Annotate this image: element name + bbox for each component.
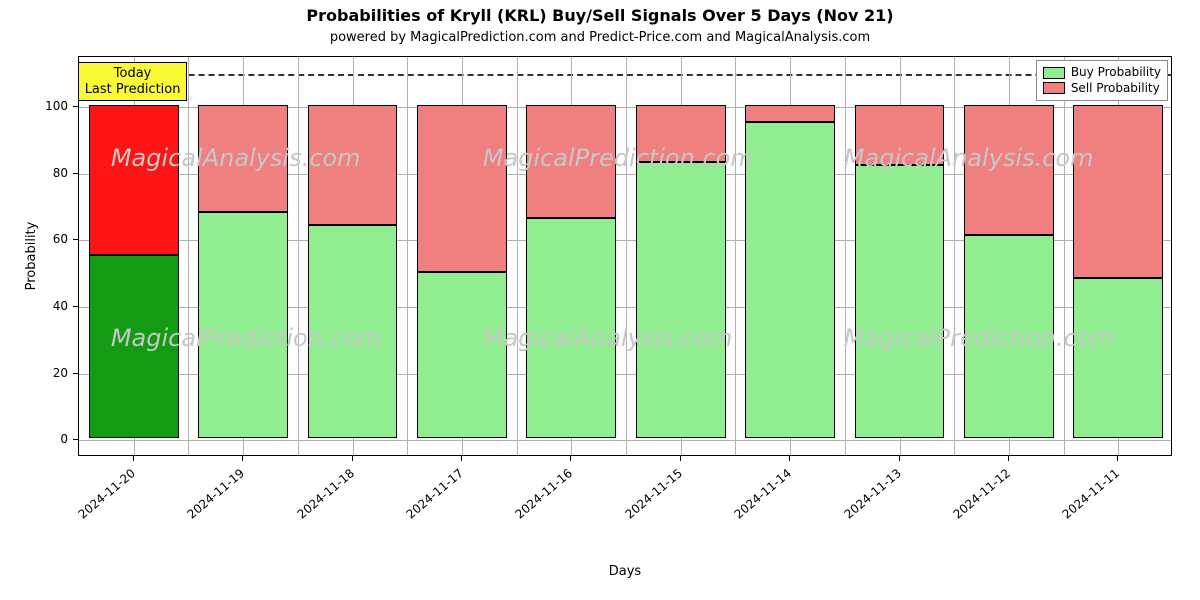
legend-swatch-sell [1043, 82, 1065, 94]
y-tick-label: 100 [0, 99, 68, 113]
x-tick-mark [680, 456, 681, 461]
y-tick-mark [73, 173, 78, 174]
grid-line [298, 57, 299, 455]
x-tick-mark [242, 456, 243, 461]
bar-group [855, 55, 945, 455]
x-tick-label: 2024-11-13 [841, 466, 903, 522]
bar-group [964, 55, 1054, 455]
x-tick-mark [789, 456, 790, 461]
bar-group [636, 55, 726, 455]
chart-subtitle: powered by MagicalPrediction.com and Pre… [0, 30, 1200, 45]
buy-bar [417, 272, 507, 439]
today-annotation: Today Last Prediction [78, 62, 188, 101]
sell-bar [417, 105, 507, 272]
y-tick-label: 40 [0, 299, 68, 313]
bar-group [89, 55, 179, 455]
sell-bar [745, 105, 835, 122]
bar-group [526, 55, 616, 455]
x-tick-label: 2024-11-14 [732, 466, 794, 522]
y-tick-mark [73, 373, 78, 374]
buy-bar [745, 122, 835, 439]
x-tick-label: 2024-11-20 [75, 466, 137, 522]
legend-label-sell: Sell Probability [1071, 81, 1160, 97]
sell-bar [855, 105, 945, 165]
sell-bar [964, 105, 1054, 235]
grid-line [626, 57, 627, 455]
buy-bar [526, 218, 616, 438]
x-tick-mark [899, 456, 900, 461]
grid-line [954, 57, 955, 455]
x-tick-mark [1008, 456, 1009, 461]
grid-line [845, 57, 846, 455]
x-tick-mark [461, 456, 462, 461]
chart-figure: Probabilities of Kryll (KRL) Buy/Sell Si… [0, 0, 1200, 600]
legend-swatch-buy [1043, 67, 1065, 79]
y-tick-mark [73, 439, 78, 440]
sell-bar [526, 105, 616, 218]
bar-group [1073, 55, 1163, 455]
grid-line [1064, 57, 1065, 455]
sell-bar [1073, 105, 1163, 278]
x-tick-label: 2024-11-17 [403, 466, 465, 522]
grid-line [407, 57, 408, 455]
bar-group [417, 55, 507, 455]
bar-group [308, 55, 398, 455]
grid-line [735, 57, 736, 455]
x-axis-label: Days [78, 564, 1172, 579]
sell-bar [308, 105, 398, 225]
buy-bar [964, 235, 1054, 438]
y-tick-mark [73, 306, 78, 307]
buy-bar [1073, 278, 1163, 438]
legend: Buy Probability Sell Probability [1036, 60, 1168, 101]
buy-bar [198, 212, 288, 439]
x-tick-label: 2024-11-18 [294, 466, 356, 522]
plot-area [78, 56, 1172, 456]
y-tick-label: 60 [0, 232, 68, 246]
x-tick-label: 2024-11-12 [950, 466, 1012, 522]
grid-line [188, 57, 189, 455]
bar-group [745, 55, 835, 455]
x-tick-mark [133, 456, 134, 461]
chart-title: Probabilities of Kryll (KRL) Buy/Sell Si… [0, 6, 1200, 25]
legend-item-buy: Buy Probability [1043, 65, 1161, 81]
x-tick-label: 2024-11-11 [1060, 466, 1122, 522]
x-tick-mark [352, 456, 353, 461]
y-tick-label: 20 [0, 366, 68, 380]
buy-bar [308, 225, 398, 438]
buy-bar [636, 162, 726, 439]
grid-line [517, 57, 518, 455]
x-tick-label: 2024-11-19 [185, 466, 247, 522]
buy-bar [89, 255, 179, 438]
x-tick-label: 2024-11-15 [622, 466, 684, 522]
legend-item-sell: Sell Probability [1043, 81, 1161, 97]
sell-bar [89, 105, 179, 255]
buy-bar [855, 165, 945, 438]
y-tick-mark [73, 106, 78, 107]
bar-group [198, 55, 288, 455]
sell-bar [198, 105, 288, 212]
x-tick-label: 2024-11-16 [513, 466, 575, 522]
y-tick-label: 0 [0, 432, 68, 446]
y-tick-mark [73, 239, 78, 240]
sell-bar [636, 105, 726, 162]
x-tick-mark [1117, 456, 1118, 461]
y-tick-label: 80 [0, 166, 68, 180]
legend-label-buy: Buy Probability [1071, 65, 1161, 81]
x-tick-mark [570, 456, 571, 461]
